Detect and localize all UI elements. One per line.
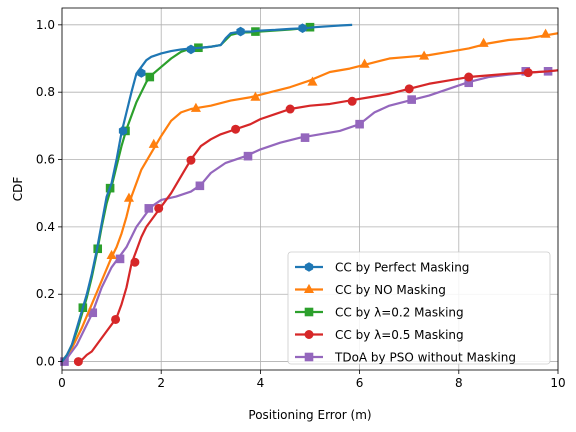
y-tick-label: 0.8 <box>36 85 55 99</box>
x-tick-label: 6 <box>356 376 364 390</box>
data-point <box>231 124 241 134</box>
series-0 <box>61 23 353 363</box>
x-axis-label: Positioning Error (m) <box>248 408 371 422</box>
y-axis-label: CDF <box>11 177 25 202</box>
y-tick-label: 1.0 <box>36 18 55 32</box>
data-point <box>186 44 196 55</box>
legend-marker <box>303 283 315 293</box>
x-tick-label: 2 <box>157 376 165 390</box>
series-line <box>61 69 559 363</box>
x-tick-label: 8 <box>455 376 463 390</box>
legend-marker <box>304 307 314 317</box>
series-line <box>76 69 559 363</box>
y-tick-label: 0.0 <box>36 355 55 369</box>
data-point <box>123 192 135 202</box>
data-point <box>115 254 125 264</box>
data-point <box>250 91 261 101</box>
data-point <box>145 72 155 82</box>
data-point <box>478 37 489 47</box>
legend-label: CC by λ=0.5 Masking <box>335 328 464 342</box>
data-point <box>130 257 140 267</box>
data-point <box>118 126 128 136</box>
series-1 <box>61 28 559 363</box>
y-tick-label: 0.4 <box>36 220 55 234</box>
data-point <box>111 314 121 324</box>
data-point <box>186 155 196 165</box>
data-point <box>285 104 295 114</box>
x-tick-label: 0 <box>58 376 66 390</box>
legend-box <box>287 251 551 365</box>
x-axis-ticks: 0 2 4 6 8 10 <box>58 370 566 390</box>
data-point <box>190 102 201 112</box>
data-point <box>523 68 533 78</box>
data-point <box>195 181 205 191</box>
data-point <box>236 26 245 37</box>
data-point <box>355 119 364 129</box>
plot-frame <box>61 7 559 371</box>
data-point <box>106 249 117 260</box>
data-point <box>404 84 414 94</box>
legend-marker <box>304 352 314 362</box>
x-tick-label: 10 <box>550 376 565 390</box>
data-point <box>298 23 307 33</box>
legend-label: CC by λ=0.2 Masking <box>335 306 464 320</box>
data-point <box>148 138 159 148</box>
data-point <box>300 133 310 142</box>
x-tick-label: 4 <box>257 376 265 390</box>
series-3 <box>73 68 559 367</box>
series-line <box>61 23 353 363</box>
y-tick-label: 0.6 <box>36 153 55 167</box>
legend-label: CC by NO Masking <box>335 283 446 297</box>
data-point <box>243 151 253 161</box>
legend-marker <box>304 262 314 272</box>
data-point <box>464 72 474 82</box>
data-point <box>407 95 416 104</box>
data-point <box>73 357 83 367</box>
data-point <box>419 50 430 60</box>
series-group <box>60 22 559 367</box>
data-point <box>347 96 357 106</box>
legend: CC by Perfect Masking CC by NO Masking CC … <box>287 251 551 365</box>
data-point <box>144 204 154 213</box>
legend-marker <box>304 330 314 339</box>
legend-label: CC by Perfect Masking <box>335 261 469 275</box>
y-tick-label: 0.2 <box>36 287 55 301</box>
data-point <box>137 68 146 78</box>
data-point <box>540 28 551 38</box>
series-line <box>61 32 559 363</box>
data-point <box>154 203 164 213</box>
data-point <box>359 58 370 68</box>
y-axis-ticks: 0.0 0.2 0.4 0.6 0.8 1.0 <box>36 18 62 369</box>
legend-label: TDoA by PSO without Masking <box>334 351 516 365</box>
data-point <box>307 76 318 86</box>
